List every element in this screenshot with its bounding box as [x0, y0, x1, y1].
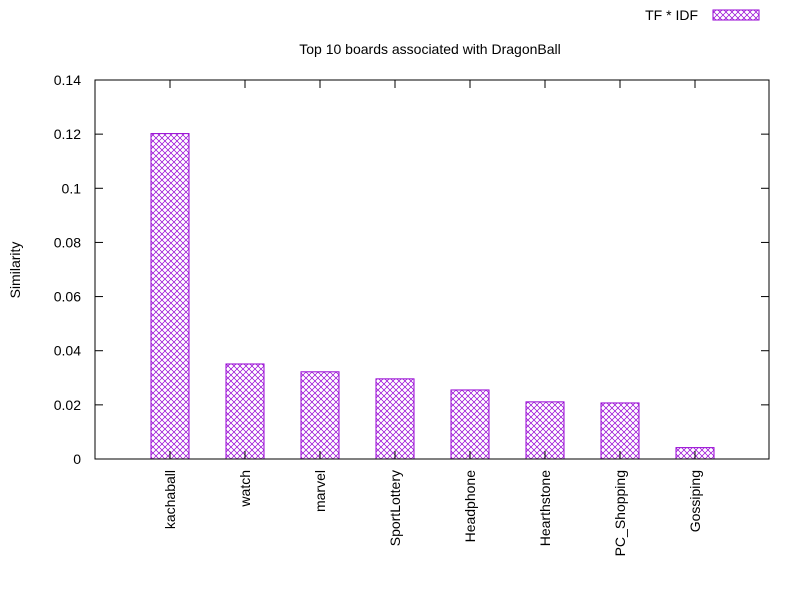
- plot-frame: [94, 79, 770, 460]
- y-tick-label: 0.12: [54, 126, 81, 142]
- y-axis: 0 0.02 0.04 0.06 0.08 0.1 0.12 0.14: [54, 72, 769, 467]
- x-tick-label: watch: [237, 470, 253, 508]
- x-tick-label: marvel: [312, 470, 328, 512]
- y-tick-label: 0.14: [54, 72, 81, 88]
- bar-pc-shopping: [600, 402, 640, 460]
- y-axis-label: Similarity: [7, 242, 23, 299]
- bar-marvel: [300, 371, 340, 460]
- bar-kachaball: [150, 133, 190, 460]
- x-tick-label: Gossiping: [687, 470, 703, 532]
- legend-label: TF * IDF: [645, 7, 698, 23]
- y-tick-label: 0.06: [54, 289, 81, 305]
- x-tick-label: Hearthstone: [537, 470, 553, 546]
- chart-title: Top 10 boards associated with DragonBall: [299, 41, 561, 57]
- bar-headphone: [450, 389, 490, 460]
- y-tick-label: 0.08: [54, 234, 81, 250]
- y-tick-label: 0: [73, 451, 81, 467]
- y-tick-label: 0.04: [54, 343, 81, 359]
- legend: TF * IDF: [645, 7, 760, 23]
- x-tick-label: PC_Shopping: [612, 470, 628, 556]
- bars: [150, 133, 715, 460]
- x-tick-label: kachaball: [162, 470, 178, 529]
- y-tick-label: 0.02: [54, 397, 81, 413]
- bar-hearthstone: [525, 401, 565, 460]
- bar-watch: [225, 363, 265, 460]
- legend-swatch: [712, 9, 760, 21]
- x-tick-label: Headphone: [462, 470, 478, 543]
- x-tick-label: SportLottery: [387, 470, 403, 546]
- y-tick-label: 0.1: [62, 180, 82, 196]
- x-axis: kachaball watch marvel SportLottery Headphon…: [162, 80, 703, 556]
- bar-sportlottery: [375, 378, 415, 460]
